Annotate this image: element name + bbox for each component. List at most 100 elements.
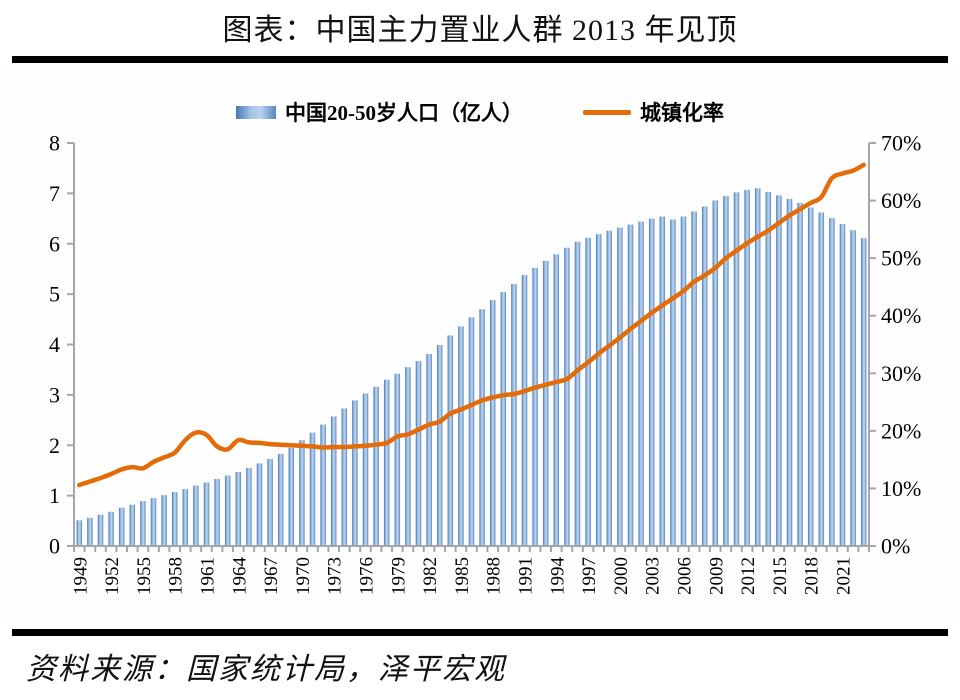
- bar-1984: [447, 335, 454, 546]
- x-axis-tick-label: 1958: [166, 557, 187, 595]
- top-divider-rule: [12, 56, 948, 63]
- bar-2018: [807, 207, 814, 547]
- x-axis-tick-label: 2009: [706, 557, 727, 595]
- bar-1969: [288, 447, 295, 546]
- page-title: 图表：中国主力置业人群 2013 年见顶: [222, 14, 738, 47]
- left-axis-tick-label: 7: [49, 181, 60, 206]
- bar-1965: [246, 467, 252, 546]
- chart-area: 0 1 2 3 4 5 6 7 8 0% 10% 20% 30% 40% 50% 60% 70% 1949 1952…: [6, 63, 954, 629]
- bar-1998: [595, 234, 602, 546]
- bar-1995: [564, 247, 570, 546]
- bar-1966: [256, 463, 263, 546]
- bar-2020: [829, 218, 835, 546]
- bar-2013: [754, 188, 761, 546]
- bar-1994: [553, 254, 560, 546]
- left-axis-tick-label: 0: [49, 534, 60, 559]
- bar-1985: [458, 326, 464, 546]
- bar-1951: [97, 514, 104, 546]
- left-axis-tick-label: 2: [49, 433, 60, 458]
- bar-1999: [606, 230, 613, 546]
- x-axis-tick-label: 1994: [547, 557, 568, 596]
- bar-1971: [309, 432, 316, 546]
- bar-1972: [320, 424, 326, 546]
- bar-2014: [765, 191, 772, 547]
- left-axis-tick-label: 4: [49, 332, 60, 357]
- bar-2006: [680, 216, 687, 547]
- right-axis-tick-label: 30%: [881, 361, 921, 386]
- tick-labels: 0 1 2 3 4 5 6 7 8 0% 10% 20% 30% 40% 50% 60% 70% 1949 1952…: [49, 131, 921, 596]
- x-axis-tick-label: 1988: [484, 557, 505, 595]
- bar-1950: [87, 517, 93, 546]
- bar-1968: [277, 453, 284, 546]
- bar-1961: [203, 482, 210, 546]
- bar-1954: [129, 504, 136, 546]
- bar-1963: [224, 475, 231, 546]
- bar-series-swatch: [236, 105, 276, 119]
- bar-1960: [193, 485, 199, 546]
- x-axis-tick-label: 1955: [134, 557, 155, 595]
- bar-1975: [352, 400, 358, 546]
- line-series-swatch: [583, 109, 631, 115]
- left-axis-tick-label: 5: [49, 282, 60, 307]
- bar-2005: [670, 219, 676, 546]
- bar-1986: [468, 317, 475, 546]
- urbanization-rate-line: [77, 162, 866, 488]
- bar-1979: [394, 373, 401, 546]
- x-axis-tick-label: 1979: [388, 557, 409, 595]
- x-axis-tick-label: 2015: [770, 557, 791, 595]
- bar-2023: [860, 238, 867, 546]
- bar-2008: [701, 206, 708, 546]
- bar-1953: [118, 507, 125, 546]
- bar-1982: [426, 354, 432, 546]
- x-axis-tick-label: 1970: [293, 557, 314, 595]
- bar-2022: [850, 230, 856, 546]
- bar-1988: [489, 300, 496, 546]
- x-axis-tick-label: 2012: [738, 557, 759, 595]
- bar-2012: [744, 189, 750, 546]
- right-axis-tick-label: 50%: [881, 246, 921, 271]
- bar-1973: [330, 416, 337, 546]
- x-axis-tick-label: 2018: [802, 557, 823, 595]
- x-axis-tick-label: 1985: [452, 557, 473, 595]
- x-axis-tick-label: 1997: [579, 557, 600, 595]
- bar-1983: [436, 345, 443, 546]
- bar-2017: [797, 202, 803, 546]
- bar-1980: [405, 367, 411, 546]
- bar-1970: [299, 440, 305, 546]
- bar-1952: [108, 511, 114, 546]
- bar-1991: [521, 274, 528, 546]
- combo-chart-svg: 0 1 2 3 4 5 6 7 8 0% 10% 20% 30% 40% 50% 60% 70% 1949 1952…: [49, 131, 921, 596]
- right-axis-tick-label: 60%: [881, 188, 921, 213]
- left-axis-tick-label: 8: [49, 131, 60, 156]
- x-axis-tick-label: 2000: [611, 557, 632, 595]
- x-axis-tick-label: 1967: [261, 557, 282, 595]
- x-axis-tick-label: 1976: [357, 557, 378, 595]
- bar-2010: [723, 195, 729, 546]
- right-axis-tick-label: 40%: [881, 303, 921, 328]
- bar-2015: [776, 195, 782, 546]
- source-note: 资料来源：国家统计局，泽平宏观: [26, 653, 506, 686]
- x-axis-tick-label: 1982: [420, 557, 441, 595]
- bar-1976: [362, 393, 369, 546]
- tick-marks: [67, 142, 876, 552]
- bar-1974: [341, 408, 348, 546]
- bar-2002: [638, 221, 644, 546]
- bar-1989: [500, 292, 507, 546]
- legend-item-population: 中国20-50岁人口（亿人）: [236, 97, 523, 127]
- bar-1990: [511, 284, 517, 546]
- x-axis-tick-label: 1952: [102, 557, 123, 595]
- bar-1964: [235, 471, 242, 546]
- bar-1949: [76, 520, 83, 546]
- bar-1958: [171, 492, 178, 546]
- bar-1955: [140, 501, 146, 546]
- bar-1997: [585, 237, 591, 546]
- bar-2004: [659, 216, 666, 547]
- bar-1956: [150, 498, 157, 546]
- bar-1992: [532, 267, 538, 546]
- x-axis-tick-label: 1961: [198, 557, 219, 595]
- x-axis-tick-label: 2003: [643, 557, 664, 595]
- bar-2001: [627, 224, 634, 547]
- x-axis-tick-label: 2021: [834, 557, 855, 595]
- left-axis-tick-label: 3: [49, 382, 60, 407]
- x-axis-tick-label: 1973: [325, 557, 346, 595]
